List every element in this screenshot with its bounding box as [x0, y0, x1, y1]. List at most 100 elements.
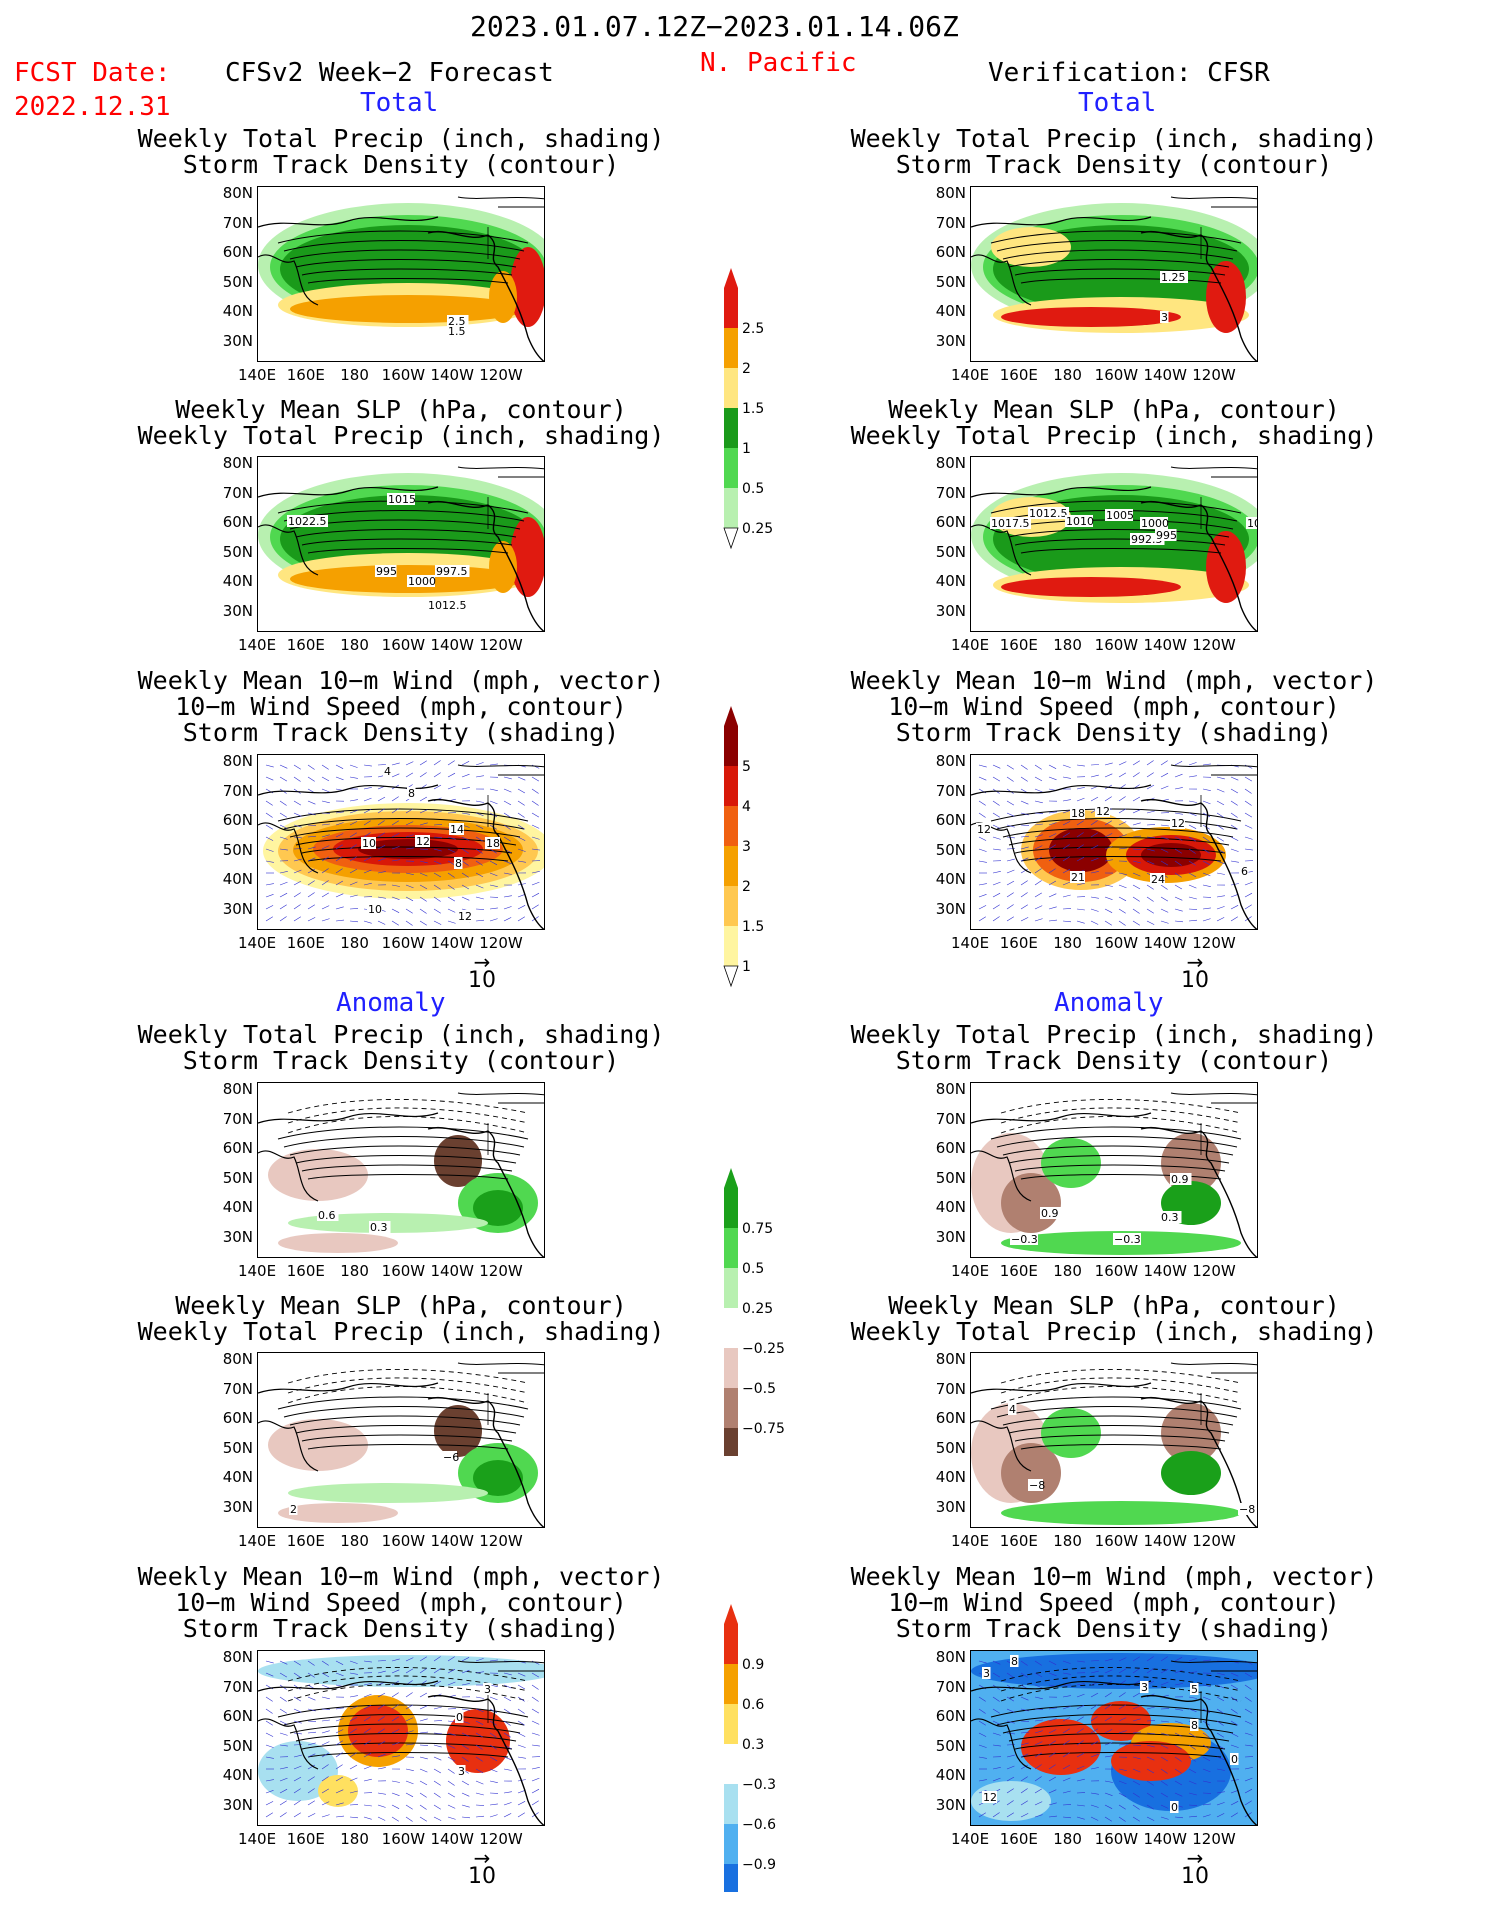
contour-label: 0.3	[1161, 1211, 1179, 1224]
colorbar-swatch	[724, 288, 738, 328]
colorbar-precip-total: 2.5 2 1.5 1 0.5 0.25	[723, 268, 773, 550]
colorbar-label: 0.6	[742, 1697, 764, 1713]
contour-label: 1005	[1106, 509, 1134, 522]
latitude-tick-label: 30N	[222, 1497, 253, 1516]
latitude-tick-label: 50N	[935, 840, 966, 859]
contour-label: 1000	[1141, 517, 1169, 530]
contour-label: 10	[362, 837, 376, 850]
latitude-tick-label: 70N	[935, 1109, 966, 1128]
contour-label: 21	[1071, 871, 1085, 884]
latitude-tick-label: 30N	[222, 1795, 253, 1814]
contour-label: −6	[443, 1451, 459, 1464]
vector-reference: → 10	[1175, 1848, 1215, 1889]
contour-label: 8	[455, 857, 462, 870]
latitude-tick-label: 40N	[222, 572, 253, 590]
longitude-tick-label: 180	[1053, 1830, 1082, 1848]
contour-label: 3	[983, 1667, 990, 1680]
contour-label: 0.6	[318, 1209, 336, 1222]
longitude-tick-label: 160E	[999, 1532, 1038, 1550]
latitude-tick-label: 70N	[935, 213, 966, 232]
longitude-tick-label: 160W	[381, 1262, 426, 1280]
longitude-tick-label: 160E	[999, 1830, 1038, 1848]
latitude-tick-label: 30N	[935, 899, 966, 918]
latitude-tick-label: 70N	[222, 1379, 253, 1398]
forecast-slp-anom-map: −6 2	[257, 1352, 545, 1528]
contour-label: 1.25	[1161, 271, 1186, 284]
colorbar-label: 1	[742, 441, 751, 457]
latitude-tick-label: 80N	[222, 1648, 253, 1666]
latitude-tick-label: 70N	[222, 781, 253, 800]
latitude-tick-label: 30N	[222, 331, 253, 350]
reference-arrow-icon: →	[1186, 950, 1204, 974]
colorbar-swatch	[724, 1348, 738, 1388]
longitude-tick-label: 140E	[950, 366, 990, 384]
latitude-tick-label: 60N	[935, 1139, 966, 1157]
colorbar-label: 0.25	[742, 521, 773, 537]
latitude-tick-label: 40N	[222, 870, 253, 888]
forecast-precip-anom-title: Weekly Total Precip (inch, shading) Stor…	[137, 1020, 665, 1075]
longitude-tick-label: 140W	[430, 1262, 474, 1280]
longitude-tick-label: 160W	[1094, 636, 1139, 654]
latitude-tick-label: 30N	[222, 601, 253, 620]
contour-label: 4	[384, 765, 391, 778]
forecast-precip-total-map: 2.5 1.5	[257, 186, 545, 362]
latitude-tick-label: 40N	[222, 1468, 253, 1486]
contour-label: 24	[1151, 873, 1165, 886]
contour-label: 8	[1011, 1655, 1018, 1668]
longitude-tick-label: 140W	[1143, 1262, 1187, 1280]
longitude-tick-label: 120W	[1192, 1532, 1236, 1550]
latitude-tick-label: 30N	[935, 1795, 966, 1814]
colorbar-storm-total: 5 4 3 2 1.5 1	[723, 706, 764, 988]
colorbar-swatch	[724, 806, 738, 846]
period-title: 2023.01.07.12Z−2023.01.14.06Z	[470, 10, 959, 43]
latitude-tick-label: 30N	[222, 899, 253, 918]
colorbar-swatch	[724, 408, 738, 448]
vector-reference-value: 10	[468, 1864, 496, 1889]
colorbar-swatch	[724, 726, 738, 766]
vector-reference: → 10	[462, 1848, 502, 1889]
latitude-tick-label: 50N	[222, 1168, 253, 1187]
latitude-tick-label: 70N	[222, 1109, 253, 1128]
colorbar-swatch	[724, 1824, 738, 1864]
colorbar-label: 3	[742, 839, 751, 855]
colorbar-label: −0.5	[742, 1381, 776, 1397]
longitude-tick-label: 120W	[479, 1532, 523, 1550]
latitude-tick-label: 30N	[935, 1227, 966, 1246]
vector-reference-value: 10	[468, 968, 496, 993]
longitude-tick-label: 140E	[237, 1830, 277, 1848]
latitude-tick-label: 40N	[222, 302, 253, 320]
latitude-tick-label: 30N	[935, 601, 966, 620]
contour-label: 3	[1141, 1681, 1148, 1694]
verification-slp-anom-map: 4 −8 −8	[970, 1352, 1258, 1528]
colorbar-swatch	[724, 1704, 738, 1744]
colorbar-swatch	[724, 846, 738, 886]
colorbar-label: −0.25	[742, 1341, 785, 1357]
forecast-precip-total-title: Weekly Total Precip (inch, shading) Stor…	[137, 124, 665, 179]
contour-label: 10	[368, 903, 382, 916]
latitude-tick-label: 40N	[222, 1766, 253, 1784]
latitude-tick-label: 70N	[935, 781, 966, 800]
colorbar-swatch	[724, 1188, 738, 1228]
latitude-tick-label: 40N	[935, 1468, 966, 1486]
latitude-tick-label: 80N	[222, 454, 253, 472]
longitude-tick-label: 120W	[479, 366, 523, 384]
latitude-tick-label: 60N	[935, 243, 966, 261]
contour-label: 2.5	[448, 315, 466, 328]
contour-label: 997.5	[436, 565, 468, 578]
colorbar-top-arrow	[724, 268, 738, 288]
verification-wind-total-map: 12 18 12 12 21 24 6	[970, 754, 1258, 930]
longitude-tick-label: 120W	[1192, 934, 1236, 952]
colorbar-top-arrow	[724, 706, 738, 726]
contour-label: 0.9	[1171, 1173, 1189, 1186]
colorbar-label: 0.25	[742, 1301, 773, 1317]
longitude-tick-label: 160E	[999, 1262, 1038, 1280]
colorbar-swatch	[724, 1308, 738, 1348]
colorbar-swatch	[724, 1624, 738, 1664]
latitude-tick-label: 30N	[935, 1497, 966, 1516]
verification-wind-anom-map: 8 3 3 5 8 0 12 0	[970, 1650, 1258, 1826]
longitude-tick-label: 140E	[237, 1262, 277, 1280]
contour-label: 12	[1171, 817, 1185, 830]
longitude-tick-label: 180	[1053, 636, 1082, 654]
latitude-tick-label: 50N	[222, 840, 253, 859]
longitude-tick-label: 160E	[286, 1830, 325, 1848]
